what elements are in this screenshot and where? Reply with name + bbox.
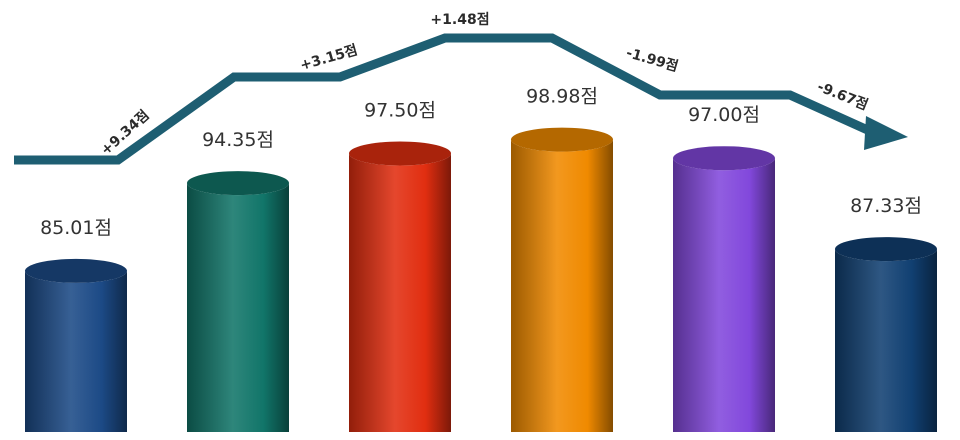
bar-4 <box>511 139 613 432</box>
bar-3 <box>349 153 451 432</box>
bar-top-2 <box>187 171 289 196</box>
value-label-3: 97.50점 <box>364 100 436 122</box>
bar-top-4 <box>511 127 613 152</box>
bar-top-1 <box>25 258 127 283</box>
value-label-2: 94.35점 <box>202 129 274 151</box>
trend-line-group <box>14 33 908 165</box>
trend-arrow-head <box>864 116 908 150</box>
bar-top-5 <box>673 146 775 171</box>
change-label-4: -1.99점 <box>624 44 680 75</box>
bar-top-3 <box>349 141 451 166</box>
trend-line <box>14 33 874 165</box>
value-label-5: 97.00점 <box>688 104 760 126</box>
change-label-3: +1.48점 <box>430 11 489 28</box>
value-label-1: 85.01점 <box>40 217 112 239</box>
value-label-4: 98.98점 <box>526 86 598 108</box>
value-label-6: 87.33점 <box>850 195 922 217</box>
bar-top-6 <box>835 237 937 262</box>
bar-6 <box>835 249 937 432</box>
bar-5 <box>673 158 775 432</box>
bar-1 <box>25 270 127 432</box>
bars-group <box>25 127 937 432</box>
bar-2 <box>187 183 289 432</box>
